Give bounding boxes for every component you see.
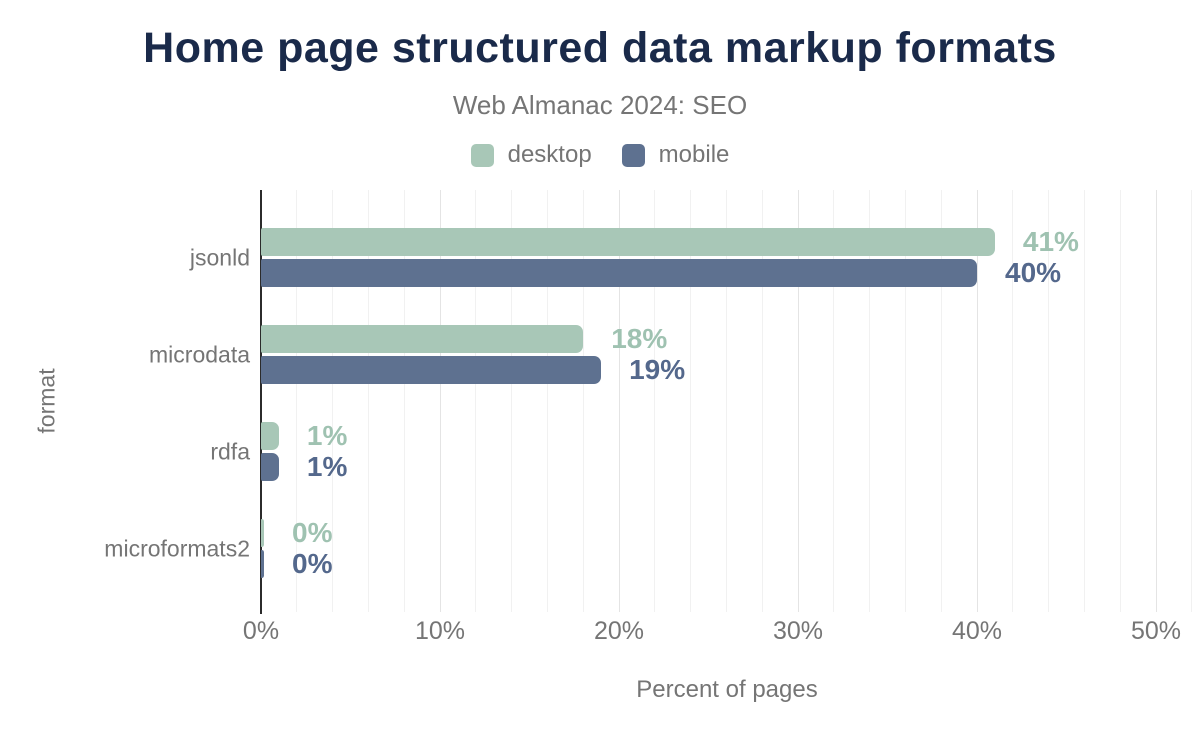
bar-group-jsonld: jsonld 41% 40% [190,209,1193,306]
gridline [725,190,727,612]
bar-slot: 1% [261,422,1193,450]
gridline [690,190,692,612]
x-tick-label: 30% [772,617,824,645]
gridline [618,190,620,612]
bar-slot: 1% [261,453,1193,481]
bar-group-microformats2: microformats2 0% 0% [104,500,1193,597]
x-tick-label: 50% [1130,617,1182,645]
bar-desktop-microformats2[interactable] [261,519,264,547]
plot-area: jsonld 41% 40% microdata 18% 19% rdfa 1% 1% micro… [104,190,1193,612]
gridline [332,190,334,612]
bar-group-microdata: microdata 18% 19% [149,306,1193,403]
value-label: 0% [292,548,333,579]
gridline [797,190,799,612]
value-label: 0% [292,517,333,548]
gridline [1191,190,1193,612]
bar-desktop-jsonld[interactable] [261,228,995,256]
legend-label: desktop [507,141,592,168]
gridline [869,190,871,612]
gridline [1048,190,1050,612]
bar-slot: 41% [261,228,1193,256]
x-tick-label: 40% [951,617,1003,645]
gridline [439,190,441,612]
legend-swatch-icon [470,143,494,167]
bar-desktop-microdata[interactable] [261,325,584,353]
bar-slot: 0% [261,519,1193,547]
gridline [403,190,405,612]
value-label: 18% [611,323,668,354]
category-label: microdata [149,341,250,367]
legend-item-mobile[interactable]: mobile [621,141,730,169]
bar-rows: jsonld 41% 40% microdata 18% 19% rdfa 1% 1% micro… [104,190,1193,612]
gridline [976,190,978,612]
value-label: 1% [306,420,348,451]
gridline [367,190,369,612]
legend-item-desktop[interactable]: desktop [470,141,592,169]
category-label: microformats2 [104,535,250,561]
gridline [761,190,763,612]
x-tick-label: 10% [414,617,466,645]
category-label: jsonld [189,244,250,270]
gridline [1119,190,1121,612]
legend-swatch-icon [621,143,645,167]
y-axis-title: format [33,368,60,434]
chart-title: Home page structured data markup formats [143,24,1057,72]
value-label: 19% [629,354,686,385]
value-label: 41% [1022,226,1079,257]
gridline [1083,190,1085,612]
bar-mobile-jsonld[interactable] [261,259,977,287]
legend-label: mobile [658,141,730,168]
x-tick-label: 20% [593,617,645,645]
gridline [833,190,835,612]
value-label: 40% [1005,257,1062,288]
x-axis-tick-labels: 0% 10% 20% 30% 40% 50% [243,617,1193,647]
legend: desktop mobile [0,141,1200,169]
gridline [511,190,513,612]
gridline [940,190,942,612]
value-label: 1% [306,451,348,482]
gridline [582,190,584,612]
category-label: rdfa [210,438,250,464]
bar-slot: 19% [261,356,1193,384]
gridline [546,190,548,612]
x-tick-label: 0% [242,617,280,645]
gridline [475,190,477,612]
gridline [296,190,298,612]
gridline [904,190,906,612]
bar-mobile-microformats2[interactable] [261,550,264,578]
bar-slot: 40% [261,259,1193,287]
bar-mobile-microdata[interactable] [261,356,602,384]
chart-subtitle: Web Almanac 2024: SEO [452,90,748,120]
y-axis-line [260,190,262,614]
gridline [1155,190,1157,612]
bar-group-rdfa: rdfa 1% 1% [210,403,1193,500]
bar-mobile-rdfa[interactable] [261,453,279,481]
bar-desktop-rdfa[interactable] [261,422,279,450]
x-axis-title: Percent of pages [636,676,818,703]
bar-slot: 0% [261,550,1193,578]
bar-slot: 18% [261,325,1193,353]
gridline [654,190,656,612]
gridline [1012,190,1014,612]
